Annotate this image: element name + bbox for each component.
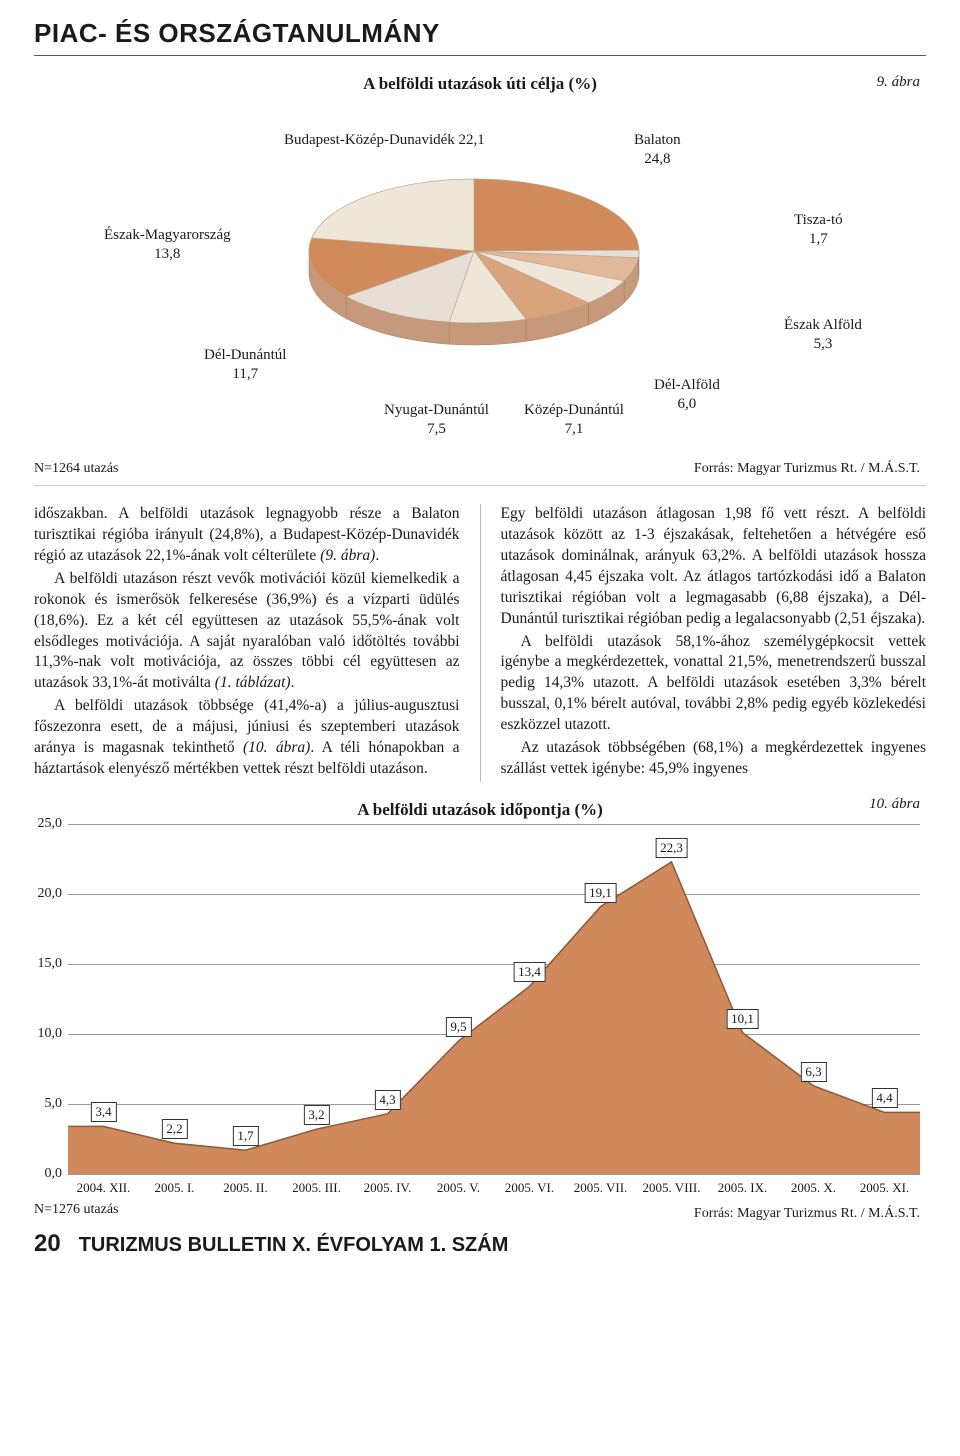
y-tick: 0,0: [34, 1166, 62, 1182]
figure-9-n: N=1264 utazás: [34, 461, 119, 477]
y-tick: 15,0: [34, 956, 62, 972]
page-footer: 20 TURIZMUS BULLETIN X. ÉVFOLYAM 1. SZÁM: [34, 1230, 926, 1258]
pie-label: Nyugat-Dunántúl7,5: [384, 401, 489, 439]
paragraph: A belföldi utazások többsége (41,4%-a) a…: [34, 696, 460, 780]
data-label: 1,7: [232, 1126, 258, 1146]
pie-label: Közép-Dunántúl7,1: [524, 401, 624, 439]
data-label: 19,1: [584, 883, 617, 903]
figure-10-source: Forrás: Magyar Turizmus Rt. / M.Á.S.T.: [694, 1206, 920, 1222]
figure-9: 9. ábra A belföldi utazások úti célja (%…: [34, 66, 926, 486]
x-tick: 2005. VIII.: [636, 1180, 707, 1196]
data-label: 4,4: [871, 1088, 897, 1108]
area-chart: 0,05,010,015,020,025,03,42,21,73,24,39,5…: [68, 824, 920, 1174]
x-tick: 2005. I.: [139, 1180, 210, 1196]
running-title: TURIZMUS BULLETIN X. ÉVFOLYAM 1. SZÁM: [79, 1234, 509, 1257]
figure-10-label: 10. ábra: [869, 796, 920, 813]
pie-label: Dél-Alföld6,0: [654, 376, 720, 414]
data-label: 3,4: [90, 1102, 116, 1122]
paragraph: A belföldi utazások 58,1%-ához személygé…: [501, 632, 927, 737]
y-tick: 20,0: [34, 886, 62, 902]
body-text: időszakban. A belföldi utazások legnagyo…: [34, 504, 926, 782]
pie-label: Balaton24,8: [634, 131, 681, 169]
data-label: 22,3: [655, 838, 688, 858]
data-label: 13,4: [513, 962, 546, 982]
figure-9-label: 9. ábra: [877, 74, 920, 91]
paragraph: időszakban. A belföldi utazások legnagyo…: [34, 504, 460, 567]
pie-label: Észak Alföld5,3: [784, 316, 862, 354]
x-tick: 2005. IX.: [707, 1180, 778, 1196]
pie-label: Tisza-tó1,7: [794, 211, 843, 249]
y-tick: 25,0: [34, 816, 62, 832]
y-tick: 10,0: [34, 1026, 62, 1042]
figure-9-title: A belföldi utazások úti célja (%): [34, 66, 926, 94]
x-tick: 2005. IV.: [352, 1180, 423, 1196]
figure-10-title: A belföldi utazások időpontja (%): [34, 800, 926, 820]
x-tick: 2005. III.: [281, 1180, 352, 1196]
pie-label: Budapest-Közép-Dunavidék 22,1: [284, 131, 485, 150]
data-label: 2,2: [161, 1119, 187, 1139]
page-number: 20: [34, 1230, 61, 1258]
figure-9-source: Forrás: Magyar Turizmus Rt. / M.Á.S.T.: [694, 461, 920, 477]
section-header: PIAC- ÉS ORSZÁGTANULMÁNY: [34, 18, 926, 56]
pie-chart: [304, 156, 644, 381]
x-tick: 2005. XI.: [849, 1180, 920, 1196]
data-label: 9,5: [445, 1017, 471, 1037]
data-label: 6,3: [800, 1062, 826, 1082]
x-tick: 2004. XII.: [68, 1180, 139, 1196]
paragraph: A belföldi utazáson részt vevők motiváci…: [34, 569, 460, 695]
data-label: 3,2: [303, 1105, 329, 1125]
data-label: 4,3: [374, 1090, 400, 1110]
x-tick: 2005. VII.: [565, 1180, 636, 1196]
data-label: 10,1: [726, 1009, 759, 1029]
paragraph: Az utazások többségében (68,1%) a megkér…: [501, 738, 927, 780]
x-tick: 2005. VI.: [494, 1180, 565, 1196]
x-tick: 2005. II.: [210, 1180, 281, 1196]
x-tick: 2005. X.: [778, 1180, 849, 1196]
x-tick: 2005. V.: [423, 1180, 494, 1196]
paragraph: Egy belföldi utazáson átlagosan 1,98 fő …: [501, 504, 927, 630]
figure-10: 10. ábra A belföldi utazások időpontja (…: [34, 800, 926, 1222]
y-tick: 5,0: [34, 1096, 62, 1112]
pie-label: Észak-Magyarország13,8: [104, 226, 231, 264]
pie-label: Dél-Dunántúl11,7: [204, 346, 286, 384]
